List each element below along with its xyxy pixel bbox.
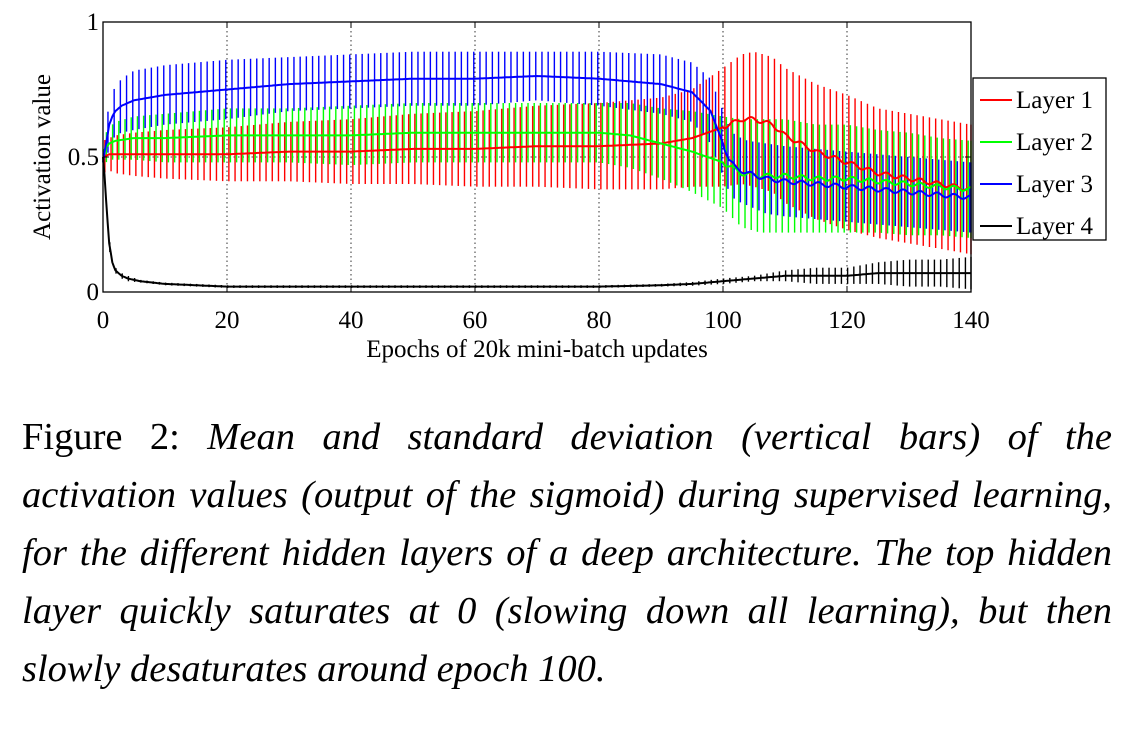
y-tick-label: 1 bbox=[87, 9, 100, 36]
grid-lines bbox=[103, 22, 971, 292]
mean-line bbox=[102, 115, 972, 192]
plot-frame bbox=[102, 21, 972, 293]
x-tick-label: 120 bbox=[828, 307, 866, 334]
x-axis-label: Epochs of 20k mini-batch updates bbox=[366, 336, 708, 363]
legend-label: Layer 4 bbox=[1016, 213, 1094, 240]
x-tick-label: 40 bbox=[339, 307, 364, 334]
legend-label: Layer 2 bbox=[1016, 129, 1093, 156]
std-error-bars bbox=[102, 51, 972, 290]
mean-lines bbox=[102, 74, 972, 288]
legend: Layer 1 Layer 2 Layer 3 Layer 4 bbox=[972, 77, 1107, 241]
y-tick-label: 0 bbox=[87, 279, 100, 306]
mean-line bbox=[102, 156, 971, 288]
legend-label: Layer 3 bbox=[1016, 171, 1093, 198]
x-tick-label: 140 bbox=[952, 307, 990, 334]
y-axis-label: Activation value bbox=[29, 74, 56, 240]
legend-label: Layer 1 bbox=[1016, 87, 1093, 114]
mean-line bbox=[102, 131, 972, 192]
x-tick-label: 20 bbox=[215, 307, 240, 334]
activation-chart: 0 20 40 60 80 100 120 140 0 0.5 1 Epochs of 20k mi… bbox=[29, 9, 1107, 363]
caption-text: Mean and standard deviation (vertical ba… bbox=[22, 416, 1112, 690]
figure-caption: Figure 2: Mean and standard deviation (v… bbox=[22, 408, 1112, 698]
legend-box bbox=[972, 77, 1107, 241]
x-tick-label: 100 bbox=[704, 307, 742, 334]
mean-line bbox=[102, 74, 972, 200]
x-tick-label: 80 bbox=[587, 307, 612, 334]
x-tick-label: 0 bbox=[97, 307, 110, 334]
y-tick-label: 0.5 bbox=[68, 144, 99, 171]
axis-ticks: 0 20 40 60 80 100 120 140 0 0.5 1 bbox=[68, 9, 990, 334]
caption-label: Figure 2: bbox=[22, 416, 208, 458]
x-tick-label: 60 bbox=[463, 307, 488, 334]
